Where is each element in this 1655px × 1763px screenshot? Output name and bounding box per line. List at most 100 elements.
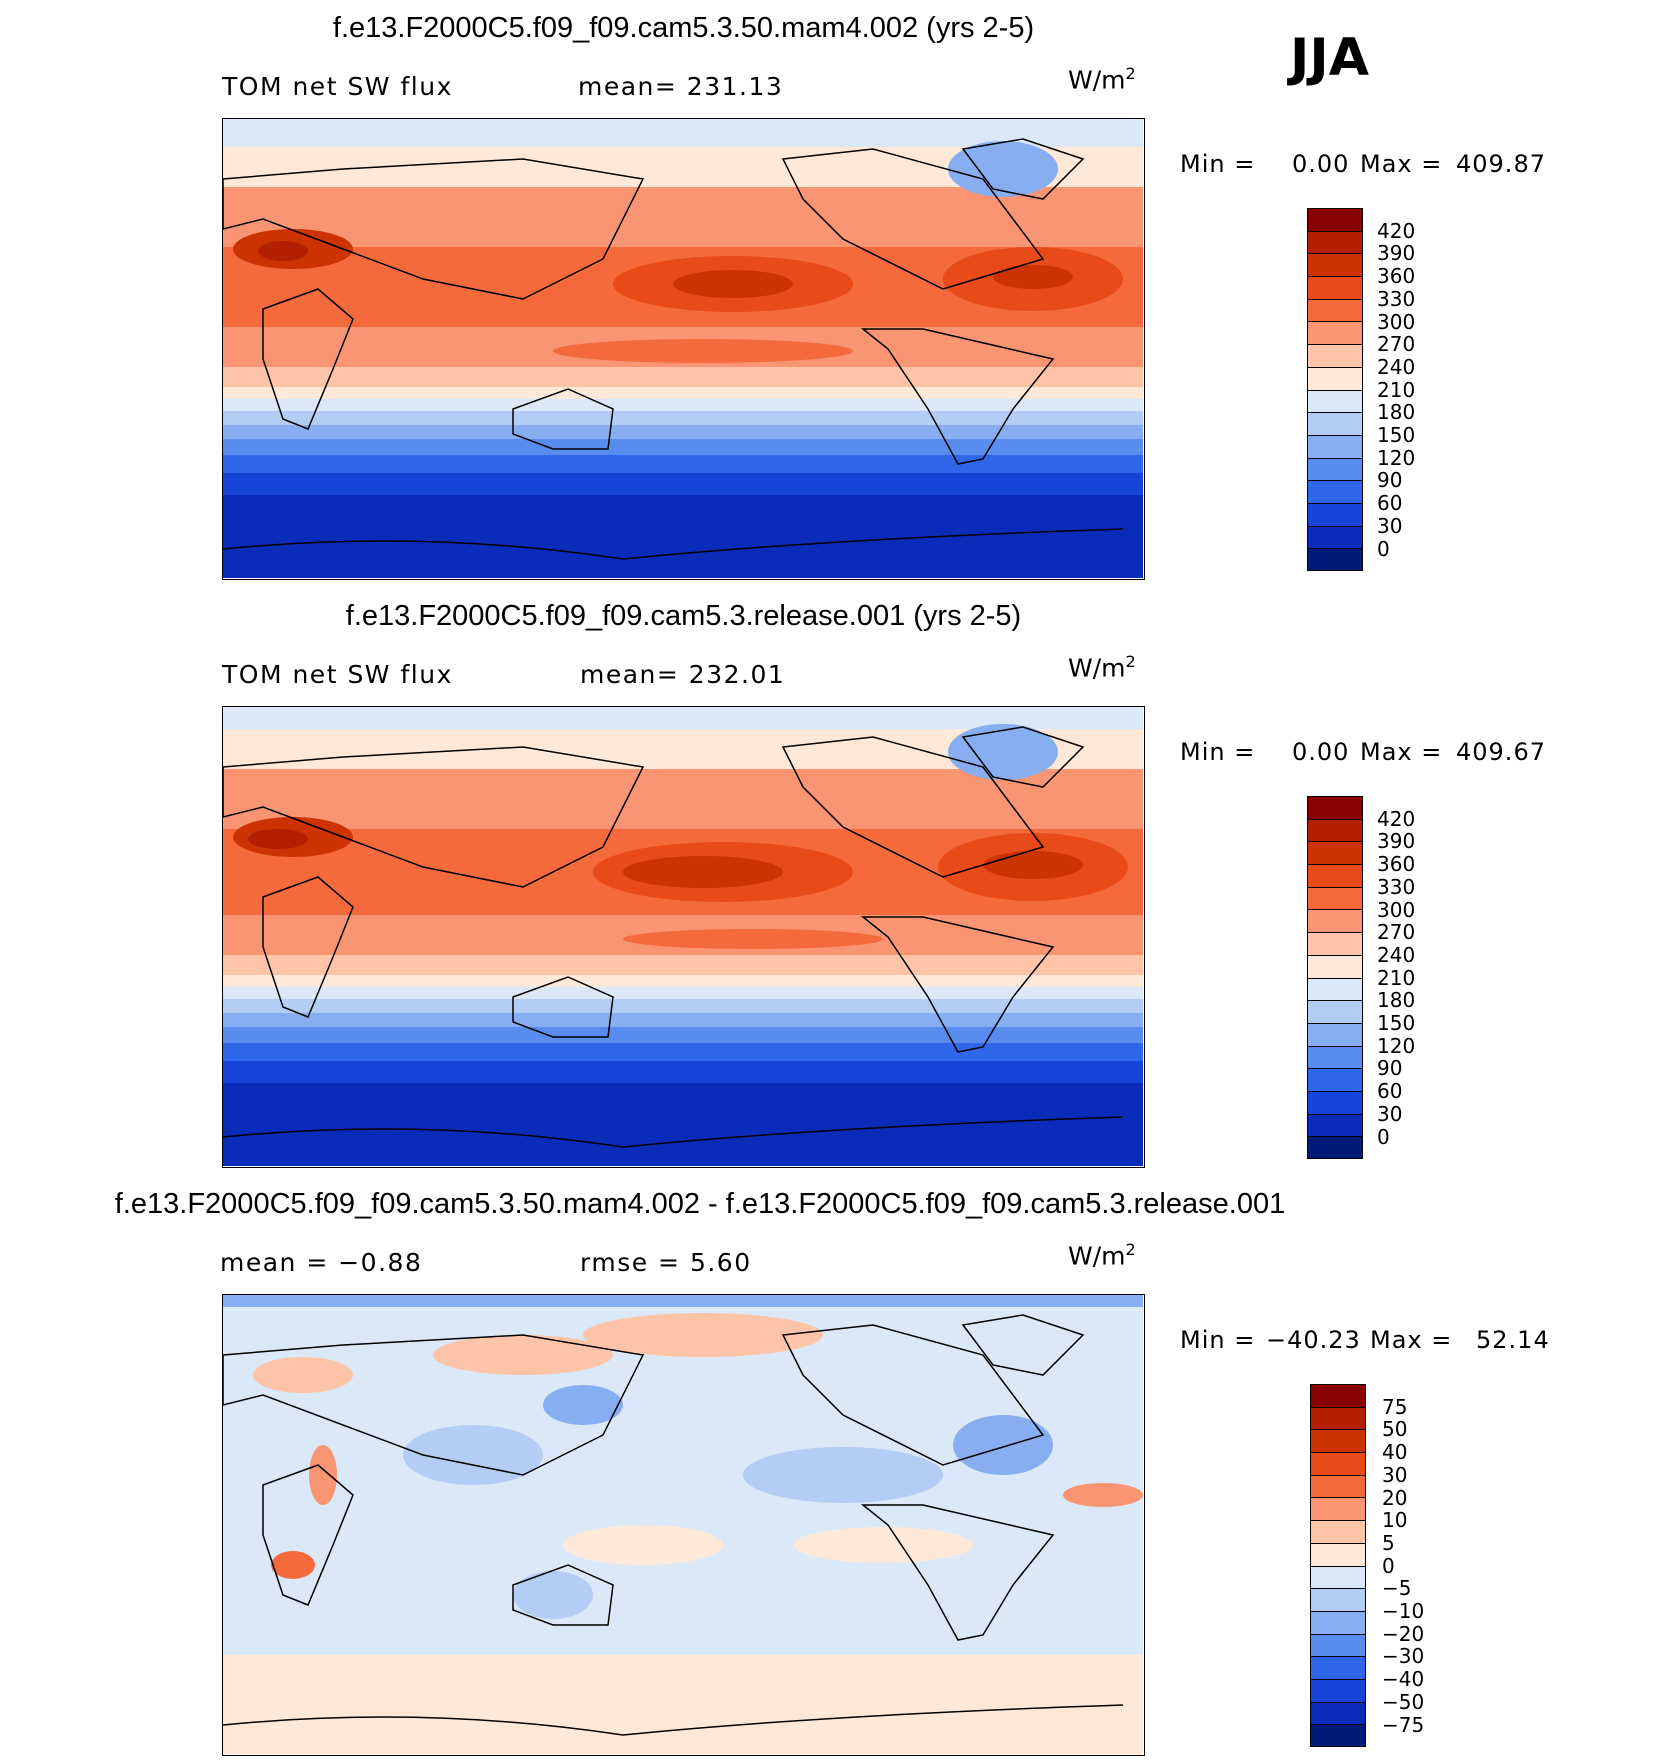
panel-3-min-value: −40.23 <box>1266 1326 1361 1354</box>
panel-1-max-value: 409.87 <box>1456 150 1546 178</box>
colorbar-swatch <box>1307 434 1363 458</box>
colorbar-tick-label: 10 <box>1382 1508 1408 1533</box>
colorbar-tick-label: 300 <box>1377 897 1416 922</box>
colorbar-swatch <box>1310 1542 1366 1566</box>
colorbar-swatch <box>1307 298 1363 322</box>
panel-1-mean-label: mean= 231.13 <box>578 72 784 101</box>
colorbar-tick-label: −5 <box>1382 1576 1412 1601</box>
colorbar-swatch <box>1307 864 1363 887</box>
colorbar-tick-label: −20 <box>1382 1621 1425 1646</box>
colorbar-swatch <box>1307 1022 1363 1046</box>
colorbar-tick-label: 40 <box>1382 1440 1408 1465</box>
panel-1-units: W/m2 <box>1068 64 1136 95</box>
colorbar-swatch <box>1310 1565 1366 1589</box>
panel-3-colorbar <box>1310 1384 1366 1747</box>
colorbar-swatch <box>1307 818 1363 842</box>
colorbar-tick-label: 330 <box>1377 874 1416 899</box>
panel-2-colorbar <box>1307 796 1363 1159</box>
colorbar-tick-label: 90 <box>1377 1056 1403 1081</box>
colorbar-swatch <box>1307 1068 1363 1091</box>
colorbar-tick-label: 5 <box>1382 1530 1395 1555</box>
colorbar-swatch <box>1307 276 1363 299</box>
colorbar-swatch <box>1310 1656 1366 1679</box>
panel-3-min-label: Min = <box>1180 1326 1256 1354</box>
panel-2-max-value: 409.67 <box>1456 738 1546 766</box>
colorbar-tick-label: 0 <box>1377 536 1390 561</box>
colorbar-swatch <box>1307 344 1363 367</box>
colorbar-swatch <box>1310 1384 1366 1407</box>
colorbar-swatch <box>1310 1497 1366 1521</box>
colorbar-swatch <box>1310 1633 1366 1657</box>
colorbar-tick-label: 180 <box>1377 400 1416 425</box>
colorbar-tick-label: 75 <box>1382 1394 1408 1419</box>
panel-2-max-label: Max = <box>1360 738 1443 766</box>
colorbar-tick-label: 150 <box>1377 423 1416 447</box>
colorbar-swatch <box>1310 1452 1366 1475</box>
colorbar-tick-label: 270 <box>1377 920 1416 945</box>
colorbar-swatch <box>1307 796 1363 819</box>
colorbar-swatch <box>1307 457 1363 481</box>
colorbar-tick-label: 210 <box>1377 377 1416 402</box>
panel-1-map-svg <box>223 119 1143 578</box>
colorbar-swatch <box>1307 321 1363 345</box>
colorbar-swatch <box>1310 1588 1366 1611</box>
panel-2-map <box>222 706 1145 1168</box>
colorbar-swatch <box>1307 480 1363 503</box>
colorbar-swatch <box>1307 977 1363 1001</box>
colorbar-swatch <box>1307 366 1363 390</box>
colorbar-tick-label: 420 <box>1377 806 1416 831</box>
panel-3-rmse-label: rmse = 5.60 <box>580 1248 752 1277</box>
colorbar-tick-label: 50 <box>1382 1417 1408 1442</box>
colorbar-swatch <box>1307 886 1363 910</box>
panel-2-units: W/m2 <box>1068 652 1136 683</box>
colorbar-swatch <box>1310 1701 1366 1725</box>
panel-2-min-value: 0.00 <box>1292 738 1350 766</box>
colorbar-tick-label: 330 <box>1377 286 1416 311</box>
colorbar-tick-label: 60 <box>1377 491 1403 516</box>
colorbar-tick-label: 90 <box>1377 468 1403 493</box>
colorbar-tick-label: 420 <box>1377 218 1416 243</box>
colorbar-tick-label: 120 <box>1377 1033 1416 1058</box>
panel-3-mean-label: mean = −0.88 <box>220 1248 423 1277</box>
colorbar-tick-label: 360 <box>1377 264 1416 289</box>
colorbar-tick-label: 240 <box>1377 942 1416 967</box>
colorbar-swatch <box>1307 954 1363 978</box>
colorbar-swatch <box>1310 1474 1366 1498</box>
colorbar-tick-label: −30 <box>1382 1644 1425 1669</box>
panel-1-variable-label: TOM net SW flux <box>222 72 453 101</box>
colorbar-swatch <box>1307 208 1363 231</box>
panel-2-variable-label: TOM net SW flux <box>222 660 453 689</box>
colorbar-tick-label: 0 <box>1377 1124 1390 1149</box>
colorbar-tick-label: 150 <box>1377 1011 1416 1035</box>
panel-3-title: f.e13.F2000C5.f09_f09.cam5.3.50.mam4.002… <box>114 1188 1286 1220</box>
colorbar-tick-label: 30 <box>1377 513 1403 538</box>
panel-1-colorbar <box>1307 208 1363 571</box>
colorbar-swatch <box>1307 253 1363 277</box>
colorbar-swatch <box>1310 1610 1366 1634</box>
colorbar-tick-label: −50 <box>1382 1689 1425 1714</box>
colorbar-swatch <box>1307 909 1363 933</box>
colorbar-swatch <box>1310 1406 1366 1430</box>
season-label: JJA <box>1290 28 1369 88</box>
colorbar-swatch <box>1307 932 1363 955</box>
colorbar-swatch <box>1307 1090 1363 1114</box>
colorbar-tick-label: 210 <box>1377 965 1416 990</box>
colorbar-tick-label: 390 <box>1377 829 1416 854</box>
panel-2-map-svg <box>223 707 1143 1166</box>
panel-1-max-label: Max = <box>1360 150 1443 178</box>
colorbar-tick-label: 0 <box>1382 1553 1395 1578</box>
colorbar-swatch <box>1307 502 1363 526</box>
panel-1-min-label: Min = <box>1180 150 1256 178</box>
colorbar-swatch <box>1310 1724 1366 1747</box>
panel-2-title: f.e13.F2000C5.f09_f09.cam5.3.release.001… <box>345 600 1022 632</box>
colorbar-tick-label: 300 <box>1377 309 1416 334</box>
colorbar-swatch <box>1310 1520 1366 1543</box>
panel-3-max-label: Max = <box>1370 1326 1453 1354</box>
panel-2-mean-label: mean= 232.01 <box>580 660 786 689</box>
colorbar-tick-label: 30 <box>1377 1101 1403 1126</box>
colorbar-swatch <box>1307 412 1363 435</box>
colorbar-swatch <box>1310 1429 1366 1453</box>
panel-3-units: W/m2 <box>1068 1240 1136 1271</box>
colorbar-tick-label: 390 <box>1377 241 1416 266</box>
panel-3-map <box>222 1294 1145 1756</box>
